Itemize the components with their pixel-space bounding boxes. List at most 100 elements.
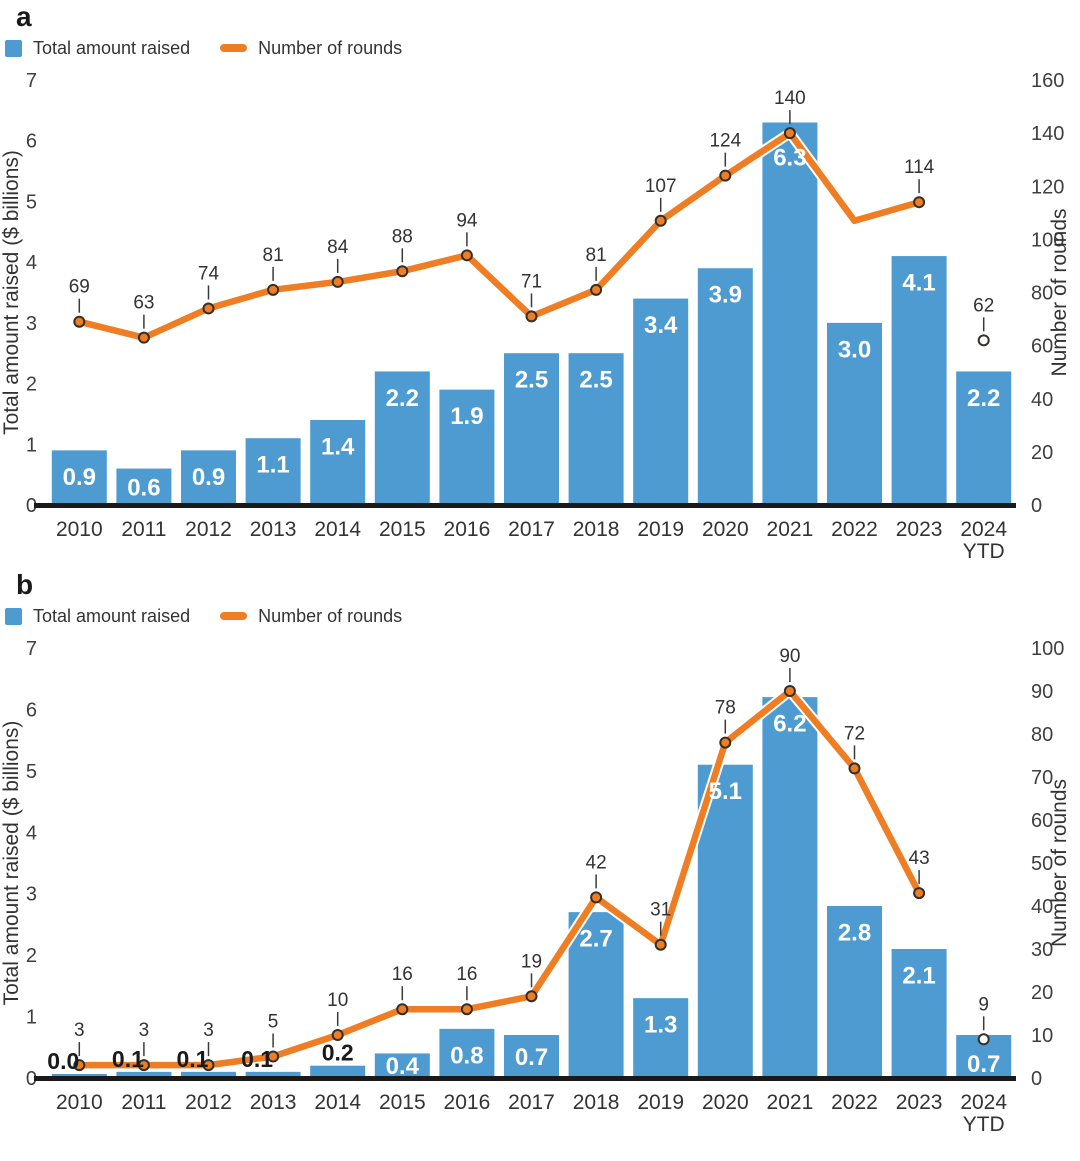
point-label: 84 [327, 237, 349, 258]
point-label: 19 [521, 951, 542, 972]
bar-2017 [504, 1035, 559, 1078]
y-axis-left-tick: 4 [26, 822, 37, 844]
x-axis-tick-line2: YTD [963, 1113, 1005, 1134]
point-label: 43 [909, 848, 930, 869]
line-point-2020 [719, 736, 732, 749]
point-label: 3 [74, 1020, 85, 1041]
line-point-2011 [137, 1059, 150, 1072]
bar-label: 2.5 [515, 367, 548, 394]
x-axis-tick: 2015 [379, 518, 426, 541]
x-axis-tick: 2013 [250, 518, 297, 541]
line-point-2019 [654, 938, 667, 951]
line-point-2015 [396, 1003, 409, 1016]
point-label: 31 [650, 900, 671, 921]
bar-label: 2.1 [902, 963, 935, 990]
panel-a-letter: a [16, 1, 32, 32]
bar-label: 0.1 [241, 1046, 273, 1072]
line-point-2022 [848, 762, 861, 775]
bar-label: 6.3 [773, 145, 806, 172]
x-axis-tick: 2014 [314, 1091, 361, 1114]
point-label: 107 [645, 176, 677, 197]
bar-legend-label: Total amount raised [33, 606, 191, 626]
x-axis-line [34, 503, 1016, 508]
x-axis-tick: 2018 [573, 1091, 620, 1114]
bar-label: 1.1 [256, 452, 289, 479]
line-point-2019 [654, 214, 667, 227]
point-label: 16 [456, 964, 477, 985]
y-axis-left-title: Total amount raised ($ billions) [0, 150, 23, 435]
y-axis-right-tick: 40 [1031, 389, 1053, 411]
point-label: 42 [586, 852, 607, 873]
point-label: 3 [203, 1020, 214, 1041]
x-axis-tick: 2024 [960, 518, 1007, 541]
bar-label: 2.2 [967, 385, 1000, 412]
x-axis-tick: 2016 [444, 1091, 491, 1114]
point-label: 5 [268, 1012, 279, 1033]
bar-label: 2.2 [386, 385, 419, 412]
bar-label: 2.8 [838, 920, 871, 947]
y-axis-right-tick: 20 [1031, 982, 1053, 1004]
line-point-2021 [783, 685, 796, 697]
line-point-2010 [73, 1059, 86, 1072]
x-axis-tick: 2010 [56, 1091, 103, 1114]
line-point-2013 [267, 1050, 280, 1063]
x-axis-tick: 2015 [379, 1091, 426, 1114]
line-point-2020 [719, 169, 732, 182]
panel-b-legend: Total amount raised Number of rounds [5, 604, 1080, 628]
x-axis-tick: 2018 [573, 518, 620, 541]
bar-label: 4.1 [902, 270, 935, 297]
point-label: 62 [973, 295, 994, 316]
line-point-2011 [137, 331, 150, 344]
bar-label: 1.4 [321, 434, 355, 461]
bar-2014 [310, 1065, 366, 1078]
bar-label: 0.7 [967, 1051, 1000, 1078]
bar-2016 [439, 1028, 495, 1078]
line-point-2015 [396, 265, 409, 278]
y-axis-right-tick: 70 [1031, 767, 1053, 789]
bar-label: 0.8 [450, 1042, 483, 1069]
point-label: 81 [263, 245, 284, 266]
bar-2011 [116, 1071, 172, 1078]
bar-2017 [504, 353, 559, 505]
bar-2022 [827, 322, 882, 505]
bar-label: 0.1 [112, 1046, 144, 1072]
bar-label: 2.5 [579, 367, 612, 394]
bar-label: 2.7 [579, 926, 612, 953]
y-axis-left-tick: 7 [26, 70, 37, 92]
x-axis-tick: 2017 [508, 1091, 555, 1114]
x-axis-tick: 2023 [896, 1091, 943, 1114]
x-axis-tick: 2023 [896, 518, 943, 541]
y-axis-right-tick: 60 [1031, 336, 1053, 358]
y-axis-right-tick: 50 [1031, 853, 1053, 875]
bar-label: 0.7 [515, 1044, 548, 1071]
bar-legend-label: Total amount raised [33, 38, 191, 58]
line-legend-label: Number of rounds [258, 38, 403, 58]
bar-2024 [956, 371, 1012, 505]
y-axis-right-tick: 0 [1031, 495, 1042, 517]
bar-label: 6.2 [773, 711, 806, 738]
line-point-2018 [590, 891, 603, 904]
y-axis-left-title: Total amount raised ($ billions) [0, 721, 23, 1006]
y-axis-left-tick: 0 [26, 1068, 37, 1090]
point-label: 3 [139, 1020, 150, 1041]
chart-a: 0 1 2 3 4 5 6 7 0 20 40 60 80 100 120 140 160 Total amoun… [0, 70, 1071, 562]
x-axis-tick: 2020 [702, 1091, 749, 1114]
y-axis-left-tick: 4 [26, 252, 37, 274]
y-axis-right-tick: 60 [1031, 810, 1053, 832]
point-label: 90 [779, 646, 800, 667]
x-axis-tick: 2022 [831, 1091, 878, 1114]
point-label: 124 [709, 131, 741, 152]
y-axis-left-tick: 3 [26, 884, 37, 906]
bar-label: 0.9 [63, 464, 96, 491]
y-axis-right-tick: 120 [1031, 176, 1064, 198]
bar-label: 0.4 [386, 1053, 420, 1080]
bar-2013 [245, 1071, 301, 1078]
bar-2015 [374, 371, 430, 505]
line-point-2016 [460, 249, 473, 262]
x-axis-tick: 2020 [702, 518, 749, 541]
line-legend-swatch [220, 44, 248, 52]
bar-label: 3.0 [838, 336, 871, 363]
x-axis-tick-line2: YTD [963, 540, 1005, 562]
line-point-2017 [525, 310, 538, 323]
